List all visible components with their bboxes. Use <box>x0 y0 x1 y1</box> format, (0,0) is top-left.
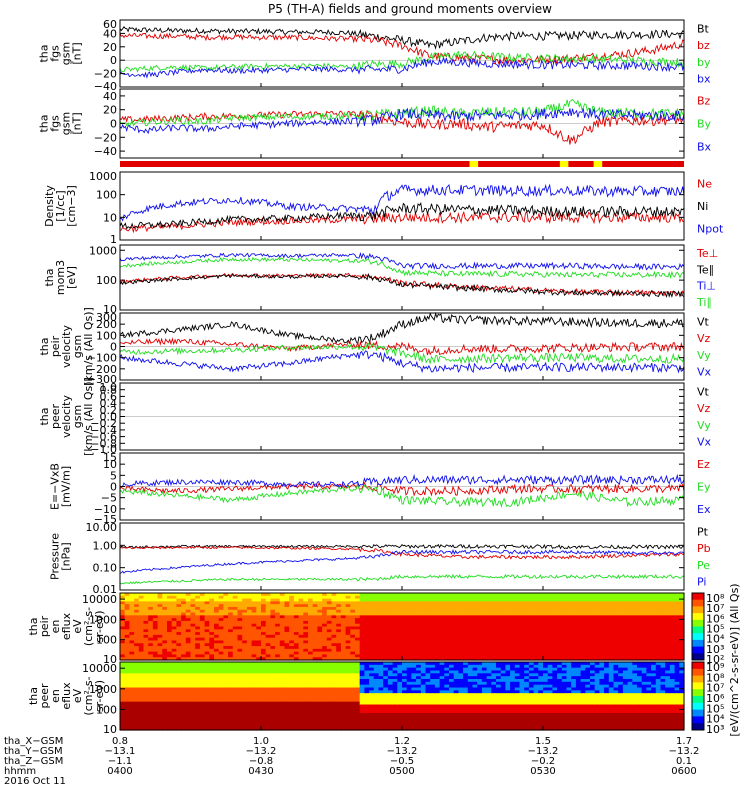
legend-entry: by <box>697 56 711 69</box>
panel-velocity_peer: 1.00.80.60.40.20.0−0.2−0.4−0.6−0.8−1.0th… <box>38 377 712 456</box>
y-tick-label: −40 <box>94 145 117 158</box>
panel-velocity: 3002001000−100−200−300thapeirvelocitygsm… <box>38 307 712 386</box>
legend-entry: Pe <box>697 559 710 572</box>
mode-bar-segment <box>120 161 470 167</box>
legend-entry: Ez <box>697 458 710 471</box>
mode-bar-segment <box>594 161 602 167</box>
legend-entry: Ey <box>697 481 711 494</box>
series-velocity-Vt <box>120 314 684 344</box>
y-axis-label: [nT] <box>71 42 84 64</box>
y-axis-label: [eV] <box>65 266 78 289</box>
mode-bar-segment <box>470 161 478 167</box>
series-density-Npot <box>120 185 684 221</box>
panel-peir_spec: 10000100010010thapeirenefluxeV(cm²-s-sr-… <box>27 593 685 666</box>
legend-entry: Vt <box>697 385 710 398</box>
legend-entry: Te∥ <box>696 263 714 276</box>
series-density-Ne <box>120 212 684 232</box>
legend-entry: Pi <box>697 576 706 589</box>
y-axis-label: [km/s (All Qs)] <box>82 307 95 386</box>
legend-entry: Vy <box>697 419 711 432</box>
legend-entry: Ti∥ <box>696 296 712 309</box>
mode-bar-segment <box>478 161 560 167</box>
y-tick-label: 0.10 <box>93 562 118 575</box>
plot-title: P5 (TH-A) fields and ground moments over… <box>268 2 552 16</box>
y-tick-label: −20 <box>94 131 117 144</box>
panel-mode_bar <box>120 161 684 167</box>
y-tick-label: 10.00 <box>86 521 118 534</box>
y-tick-label: 0 <box>110 118 117 131</box>
legend-entry: Pt <box>697 525 709 538</box>
legend-entry: Vx <box>697 366 712 379</box>
legend-entry: Te⊥ <box>696 247 718 260</box>
legend-entry: Bz <box>697 95 711 108</box>
y-tick-label: 40 <box>103 90 117 103</box>
legend-entry: Vz <box>697 332 711 345</box>
y-tick-label: 1.00 <box>93 539 118 552</box>
legend-entry: Vt <box>697 315 710 328</box>
series-efield-Ez <box>120 483 684 495</box>
series-density-Ni <box>120 203 684 228</box>
y-tick-label: 100 <box>96 189 117 202</box>
legend-entry: Vz <box>697 402 711 415</box>
y-axis-label: [mV/m] <box>60 466 73 507</box>
y-axis-label: sr-eV) <box>93 610 106 642</box>
mode-bar-segment <box>568 161 593 167</box>
y-tick-label: 10 <box>103 211 117 224</box>
panel-frame <box>120 20 684 87</box>
panel-peer_spec: 10000100010010thapeerenefluxeV(cm²-s-sr-… <box>27 662 685 736</box>
y-tick-label: −20 <box>94 68 117 81</box>
y-tick-label: 20 <box>103 41 117 54</box>
legend-entry: Bx <box>697 141 712 154</box>
legend-entry: Ex <box>697 503 711 516</box>
y-tick-label: 100 <box>96 274 117 287</box>
legend-entry: Ti⊥ <box>696 280 716 293</box>
series-temperature-Te∥ <box>120 274 684 297</box>
legend-entry: Pb <box>697 542 711 555</box>
legend-entry: Npot <box>697 223 724 236</box>
y-tick-label: 10000 <box>82 593 117 606</box>
y-tick-label: 40 <box>103 27 117 40</box>
series-pressure-Pe <box>120 575 684 584</box>
y-axis-label: [nPa] <box>60 542 73 570</box>
legend-entry: Vx <box>697 436 712 449</box>
y-tick-label: 1000 <box>89 170 117 183</box>
legend-entry: Ne <box>697 177 712 190</box>
panel-frame <box>120 172 684 240</box>
legend-entry: Bt <box>697 22 710 35</box>
mode-bar-segment <box>602 161 684 167</box>
y-axis-label: [cm−3] <box>65 185 78 227</box>
y-axis-label: [km/s (All Qs)] <box>82 377 95 456</box>
y-tick-label: 0 <box>110 54 117 67</box>
mode-bar-segment <box>560 161 568 167</box>
y-axis-label: [nT] <box>71 112 84 134</box>
panel-frame <box>120 245 684 310</box>
y-tick-label: 1000 <box>89 244 117 257</box>
legend-entry: bx <box>697 73 711 86</box>
legend-entry: Ni <box>697 200 708 213</box>
y-tick-label: 20 <box>103 104 117 117</box>
legend-entry: Vy <box>697 349 711 362</box>
legend-entry: bz <box>697 39 710 52</box>
legend-entry: By <box>697 118 712 131</box>
series-temperature-Ti∥ <box>120 258 684 278</box>
